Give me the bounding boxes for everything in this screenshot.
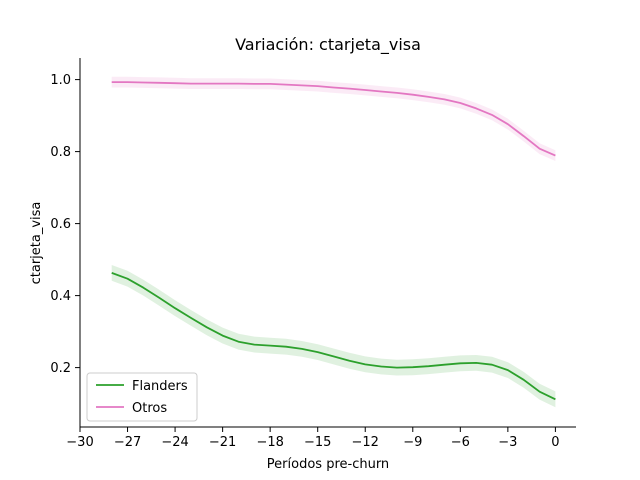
x-tick-label: −3 bbox=[498, 435, 517, 450]
y-tick-label: 1.0 bbox=[50, 73, 71, 88]
x-tick-label: −6 bbox=[451, 435, 470, 450]
y-tick-label: 0.8 bbox=[50, 145, 71, 160]
y-ticks: 0.2 0.4 0.6 0.8 1.0 bbox=[50, 73, 80, 376]
x-ticks: −30 −27 −24 −21 −18 −15 −12 −9 −6 −3 0 bbox=[66, 427, 560, 450]
axes bbox=[79, 58, 576, 428]
chart-title: Variación: ctarjeta_visa bbox=[235, 35, 421, 55]
legend-label-otros: Otros bbox=[132, 401, 167, 416]
band-flanders bbox=[111, 265, 556, 408]
y-axis-label: ctarjeta_visa bbox=[29, 202, 44, 285]
confidence-bands bbox=[111, 76, 556, 408]
x-tick-label: −27 bbox=[114, 435, 141, 450]
y-tick-label: 0.6 bbox=[50, 217, 71, 232]
x-tick-label: −24 bbox=[161, 435, 188, 450]
y-tick-label: 0.2 bbox=[50, 361, 71, 376]
x-tick-label: 0 bbox=[551, 435, 559, 450]
band-otros bbox=[111, 76, 556, 161]
x-tick-label: −21 bbox=[209, 435, 236, 450]
series-lines bbox=[111, 81, 556, 401]
legend: Flanders Otros bbox=[86, 372, 198, 422]
y-tick-label: 0.4 bbox=[50, 289, 71, 304]
x-tick-label: −18 bbox=[256, 435, 283, 450]
x-axis-label: Períodos pre-churn bbox=[267, 457, 389, 472]
x-tick-label: −9 bbox=[403, 435, 422, 450]
legend-label-flanders: Flanders bbox=[132, 379, 188, 394]
series-line-otros bbox=[111, 81, 556, 157]
x-tick-label: −30 bbox=[66, 435, 93, 450]
series-line-flanders bbox=[111, 272, 556, 401]
x-tick-label: −15 bbox=[304, 435, 331, 450]
x-tick-label: −12 bbox=[352, 435, 379, 450]
